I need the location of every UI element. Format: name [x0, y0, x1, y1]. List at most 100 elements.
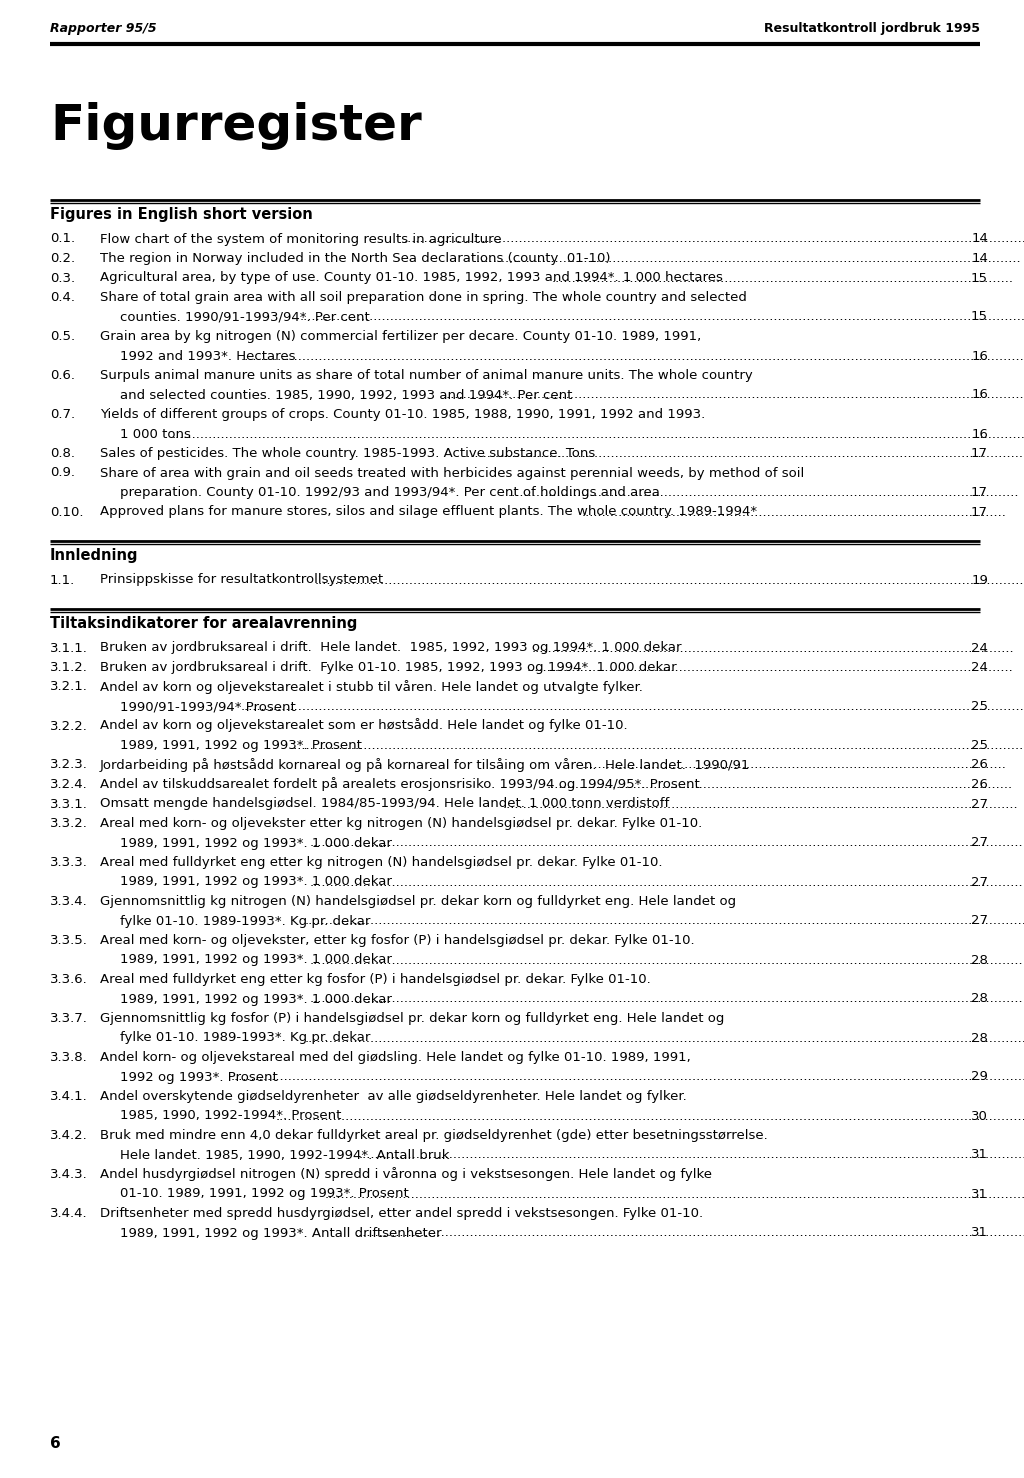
Text: 3.2.3.: 3.2.3.	[50, 758, 88, 772]
Text: 01-10. 1989, 1991, 1992 og 1993*. Prosent: 01-10. 1989, 1991, 1992 og 1993*. Prosen…	[120, 1187, 409, 1200]
Text: 24: 24	[971, 661, 988, 674]
Text: 3.3.8.: 3.3.8.	[50, 1051, 88, 1064]
Text: 1989, 1991, 1992 og 1993*. 1 000 dekar: 1989, 1991, 1992 og 1993*. 1 000 dekar	[120, 837, 392, 850]
Text: Andel korn- og oljevekstareal med del giødsling. Hele landet og fylke 01-10. 198: Andel korn- og oljevekstareal med del gi…	[100, 1051, 691, 1064]
Text: ................................................................................: ........................................…	[582, 758, 1006, 772]
Text: 1989, 1991, 1992 og 1993*. Antall driftsenheter: 1989, 1991, 1992 og 1993*. Antall drifts…	[120, 1227, 441, 1240]
Text: ................................................................................: ........................................…	[507, 486, 1019, 500]
Text: Omsatt mengde handelsgiødsel. 1984/85-1993/94. Hele landet. 1 000 tonn verdistof: Omsatt mengde handelsgiødsel. 1984/85-19…	[100, 798, 670, 810]
Text: The region in Norway included in the North Sea declarations (county  01-10): The region in Norway included in the Nor…	[100, 253, 610, 265]
Text: 3.2.2.: 3.2.2.	[50, 720, 88, 733]
Text: 16: 16	[971, 427, 988, 440]
Text: 3.4.1.: 3.4.1.	[50, 1089, 88, 1103]
Text: 30: 30	[971, 1110, 988, 1122]
Text: 3.2.4.: 3.2.4.	[50, 777, 88, 791]
Text: 3.1.1.: 3.1.1.	[50, 641, 88, 655]
Text: ................................................................................: ........................................…	[552, 272, 1014, 284]
Text: 3.3.1.: 3.3.1.	[50, 798, 88, 810]
Text: 0.3.: 0.3.	[50, 272, 75, 284]
Text: ................................................................................: ........................................…	[309, 993, 1024, 1005]
Text: Flow chart of the system of monitoring results in agriculture: Flow chart of the system of monitoring r…	[100, 232, 502, 245]
Text: Gjennomsnittlig kg nitrogen (N) handelsgiødsel pr. dekar korn og fulldyrket eng.: Gjennomsnittlig kg nitrogen (N) handelsg…	[100, 896, 736, 907]
Text: 26: 26	[971, 777, 988, 791]
Text: 0.8.: 0.8.	[50, 446, 75, 460]
Text: ................................................................................: ........................................…	[309, 837, 1024, 850]
Text: ................................................................................: ........................................…	[275, 1110, 1024, 1122]
Text: 0.6.: 0.6.	[50, 370, 75, 381]
Text: 3.3.2.: 3.3.2.	[50, 817, 88, 831]
Text: 1989, 1991, 1992 og 1993*. 1 000 dekar: 1989, 1991, 1992 og 1993*. 1 000 dekar	[120, 875, 392, 888]
Text: 3.3.6.: 3.3.6.	[50, 973, 88, 986]
Text: 1 000 tons: 1 000 tons	[120, 427, 190, 440]
Text: fylke 01-10. 1989-1993*. Kg pr. dekar: fylke 01-10. 1989-1993*. Kg pr. dekar	[120, 915, 371, 928]
Text: 16: 16	[971, 389, 988, 402]
Text: 0.1.: 0.1.	[50, 232, 75, 245]
Text: 1992 and 1993*. Hectares: 1992 and 1993*. Hectares	[120, 349, 296, 362]
Text: 25: 25	[971, 701, 988, 712]
Text: ................................................................................: ........................................…	[354, 1227, 1024, 1240]
Text: ................................................................................: ........................................…	[230, 1070, 1024, 1083]
Text: ................................................................................: ........................................…	[325, 1187, 1024, 1200]
Text: ................................................................................: ........................................…	[241, 349, 1024, 362]
Text: 26: 26	[971, 758, 988, 772]
Text: 17: 17	[971, 505, 988, 519]
Text: 1992 og 1993*. Prosent: 1992 og 1993*. Prosent	[120, 1070, 278, 1083]
Text: ................................................................................: ........................................…	[171, 427, 1024, 440]
Text: 15: 15	[971, 272, 988, 284]
Text: 1.1.: 1.1.	[50, 573, 75, 587]
Text: Grain area by kg nitrogen (N) commercial fertilizer per decare. County 01-10. 19: Grain area by kg nitrogen (N) commercial…	[100, 330, 701, 343]
Text: Gjennomsnittlig kg fosfor (P) i handelsgiødsel pr. dekar korn og fulldyrket eng.: Gjennomsnittlig kg fosfor (P) i handelsg…	[100, 1012, 724, 1026]
Text: 14: 14	[971, 253, 988, 265]
Text: 3.2.1.: 3.2.1.	[50, 680, 88, 693]
Text: 3.3.5.: 3.3.5.	[50, 934, 88, 947]
Text: Andel av korn og oljevekstarealet i stubb til våren. Hele landet og utvalgte fyl: Andel av korn og oljevekstarealet i stub…	[100, 680, 643, 693]
Text: Rapporter 95/5: Rapporter 95/5	[50, 22, 157, 35]
Text: ................................................................................: ........................................…	[305, 1032, 1024, 1045]
Text: ................................................................................: ........................................…	[305, 915, 1024, 928]
Text: ................................................................................: ........................................…	[403, 232, 1024, 245]
Text: Sales of pesticides. The whole country. 1985-1993. Active substance. Tons: Sales of pesticides. The whole country. …	[100, 446, 595, 460]
Text: 27: 27	[971, 875, 988, 888]
Text: Approved plans for manure stores, silos and silage effluent plants. The whole co: Approved plans for manure stores, silos …	[100, 505, 757, 519]
Text: 1985, 1990, 1992-1994*. Prosent: 1985, 1990, 1992-1994*. Prosent	[120, 1110, 341, 1122]
Text: Figurregister: Figurregister	[50, 102, 422, 149]
Text: Jordarbeiding på høstsådd kornareal og på kornareal for tilsåing om våren.  Hele: Jordarbeiding på høstsådd kornareal og p…	[100, 758, 751, 772]
Text: ................................................................................: ........................................…	[463, 446, 1024, 460]
Text: 0.10.: 0.10.	[50, 505, 84, 519]
Text: 1989, 1991, 1992 og 1993*. Prosent: 1989, 1991, 1992 og 1993*. Prosent	[120, 739, 361, 752]
Text: 27: 27	[971, 915, 988, 928]
Text: 31: 31	[971, 1227, 988, 1240]
Text: ................................................................................: ........................................…	[502, 798, 1018, 810]
Text: 3.3.7.: 3.3.7.	[50, 1012, 88, 1026]
Text: ................................................................................: ........................................…	[547, 777, 1013, 791]
Text: Bruk med mindre enn 4,0 dekar fulldyrket areal pr. giødseldyrenhet (gde) etter b: Bruk med mindre enn 4,0 dekar fulldyrket…	[100, 1129, 768, 1142]
Text: 28: 28	[971, 993, 988, 1005]
Text: Andel husdyrgiødsel nitrogen (N) spredd i våronna og i vekstsesongen. Hele lande: Andel husdyrgiødsel nitrogen (N) spredd …	[100, 1168, 712, 1181]
Text: Areal med fulldyrket eng etter kg nitrogen (N) handelsgiødsel pr. dekar. Fylke 0: Areal med fulldyrket eng etter kg nitrog…	[100, 856, 663, 869]
Text: Yields of different groups of crops. County 01-10. 1985, 1988, 1990, 1991, 1992 : Yields of different groups of crops. Cou…	[100, 408, 706, 421]
Text: 15: 15	[971, 310, 988, 324]
Text: Areal med korn- og oljevekster etter kg nitrogen (N) handelsgiødsel pr. dekar. F: Areal med korn- og oljevekster etter kg …	[100, 817, 702, 831]
Text: 28: 28	[971, 1032, 988, 1045]
Text: 27: 27	[971, 837, 988, 850]
Text: counties. 1990/91-1993/94*. Per cent: counties. 1990/91-1993/94*. Per cent	[120, 310, 370, 324]
Text: 17: 17	[971, 446, 988, 460]
Text: Surpuls animal manure units as share of total number of animal manure units. The: Surpuls animal manure units as share of …	[100, 370, 753, 381]
Text: 14: 14	[971, 232, 988, 245]
Text: ................................................................................: ........................................…	[582, 505, 1006, 519]
Text: 17: 17	[971, 486, 988, 500]
Text: Share of area with grain and oil seeds treated with herbicides against perennial: Share of area with grain and oil seeds t…	[100, 467, 804, 479]
Text: Areal med korn- og oljevekster, etter kg fosfor (P) i handelsgiødsel pr. dekar. : Areal med korn- og oljevekster, etter kg…	[100, 934, 694, 947]
Text: 25: 25	[971, 739, 988, 752]
Text: ................................................................................: ........................................…	[443, 389, 1024, 402]
Text: 27: 27	[971, 798, 988, 810]
Text: Agricultural area, by type of use. County 01-10. 1985, 1992, 1993 and 1994*. 1 0: Agricultural area, by type of use. Count…	[100, 272, 723, 284]
Text: ................................................................................: ........................................…	[526, 661, 1014, 674]
Text: ................................................................................: ........................................…	[300, 310, 1024, 324]
Text: Bruken av jordbruksareal i drift.  Fylke 01-10. 1985, 1992, 1993 og 1994*. 1 000: Bruken av jordbruksareal i drift. Fylke …	[100, 661, 677, 674]
Text: 3.1.2.: 3.1.2.	[50, 661, 88, 674]
Text: ................................................................................: ........................................…	[531, 641, 1015, 655]
Text: 24: 24	[971, 641, 988, 655]
Text: 0.7.: 0.7.	[50, 408, 75, 421]
Text: ................................................................................: ........................................…	[290, 739, 1024, 752]
